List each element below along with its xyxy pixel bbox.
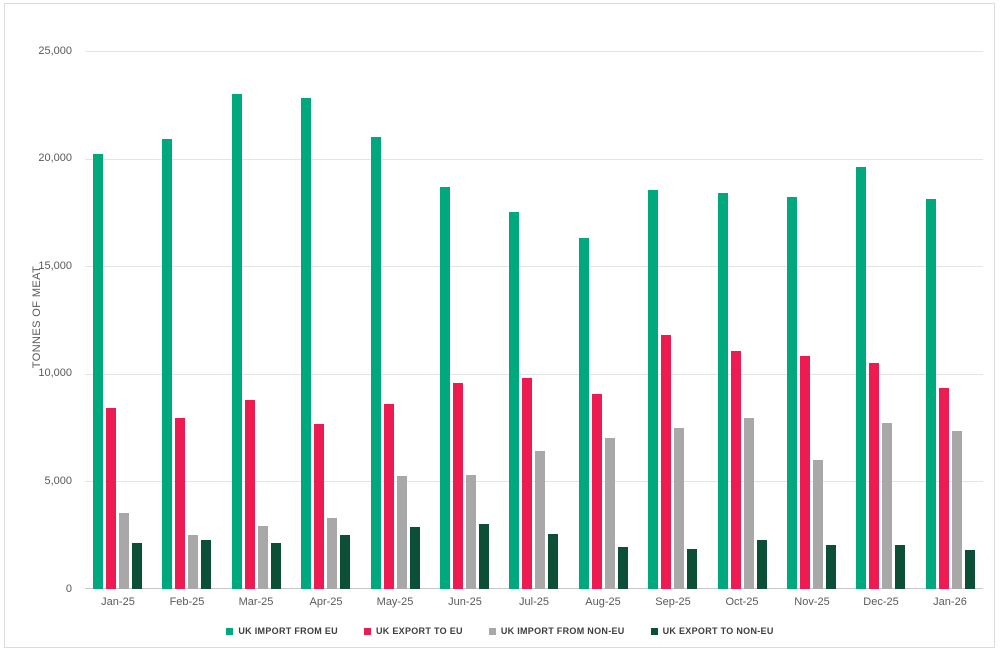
bar-import-eu xyxy=(371,137,381,589)
bar-import-eu xyxy=(301,98,311,589)
gridline xyxy=(85,374,983,375)
bar-export-non-eu xyxy=(132,543,142,589)
bar-import-eu xyxy=(93,154,103,589)
gridline xyxy=(85,266,983,267)
bar-export-eu xyxy=(106,408,116,589)
x-tick-label: Sep-25 xyxy=(655,596,691,608)
legend-label: UK EXPORT TO NON-EU xyxy=(662,626,774,636)
bar-export-non-eu xyxy=(340,535,350,589)
bar-export-non-eu xyxy=(687,549,697,589)
bar-export-non-eu xyxy=(895,545,905,589)
bar-import-non-eu xyxy=(258,526,268,589)
y-tick-label: 20,000 xyxy=(38,152,72,164)
legend-item-export-non-eu: UK EXPORT TO NON-EU xyxy=(650,626,774,636)
bar-export-eu xyxy=(939,388,949,589)
bar-import-non-eu xyxy=(188,535,198,589)
bar-import-non-eu xyxy=(882,423,892,589)
x-tick-label: Dec-25 xyxy=(863,596,899,608)
bar-export-eu xyxy=(869,363,879,589)
legend: UK IMPORT FROM EU UK EXPORT TO EU UK IMPOR… xyxy=(0,626,1000,636)
legend-label: UK IMPORT FROM EU xyxy=(238,626,338,636)
bar-export-non-eu xyxy=(826,545,836,589)
bar-import-non-eu xyxy=(744,418,754,589)
bar-export-non-eu xyxy=(618,547,628,589)
gridline xyxy=(85,159,983,160)
bar-import-eu xyxy=(440,187,450,589)
bar-import-non-eu xyxy=(397,476,407,589)
legend-swatch-icon xyxy=(363,627,371,635)
bar-export-eu xyxy=(731,351,741,589)
bar-import-eu xyxy=(787,197,797,589)
legend-label: UK IMPORT FROM NON-EU xyxy=(500,626,625,636)
legend-swatch-icon xyxy=(488,627,496,635)
x-axis-line xyxy=(85,588,983,589)
legend-swatch-icon xyxy=(226,627,234,635)
bar-export-non-eu xyxy=(479,524,489,589)
legend-swatch-icon xyxy=(650,627,658,635)
legend-item-import-non-eu: UK IMPORT FROM NON-EU xyxy=(488,626,625,636)
legend-label: UK EXPORT TO EU xyxy=(375,626,463,636)
legend-item-export-eu: UK EXPORT TO EU xyxy=(363,626,463,636)
x-tick-label: Nov-25 xyxy=(794,596,830,608)
bar-import-non-eu xyxy=(119,513,129,589)
bar-import-eu xyxy=(232,94,242,589)
bar-export-non-eu xyxy=(757,540,767,589)
y-axis-title: TONNES OF MEAT xyxy=(31,265,43,369)
plot-area xyxy=(85,51,983,589)
legend-item-import-eu: UK IMPORT FROM EU xyxy=(226,626,338,636)
x-tick-label: Apr-25 xyxy=(309,596,343,608)
bar-export-non-eu xyxy=(201,540,211,589)
x-tick-label: Jan-25 xyxy=(101,596,135,608)
bar-export-eu xyxy=(245,400,255,589)
bar-export-eu xyxy=(522,378,532,589)
x-tick-label: Feb-25 xyxy=(169,596,205,608)
bar-import-non-eu xyxy=(327,518,337,589)
bar-export-eu xyxy=(314,424,324,589)
x-tick-label: Aug-25 xyxy=(585,596,621,608)
bar-import-eu xyxy=(579,238,589,589)
bar-import-eu xyxy=(718,193,728,589)
y-tick-label: 5,000 xyxy=(44,475,72,487)
x-tick-label: Jun-25 xyxy=(448,596,482,608)
bar-import-eu xyxy=(648,190,658,589)
x-tick-label: May-25 xyxy=(376,596,414,608)
bar-import-non-eu xyxy=(535,451,545,589)
bar-import-eu xyxy=(509,212,519,589)
y-tick-label: 25,000 xyxy=(38,45,72,57)
bar-export-non-eu xyxy=(965,550,975,589)
bar-import-non-eu xyxy=(952,431,962,589)
bar-export-non-eu xyxy=(410,527,420,589)
x-tick-label: Jul-25 xyxy=(519,596,549,608)
bar-import-eu xyxy=(926,199,936,589)
x-tick-label: Mar-25 xyxy=(238,596,274,608)
bar-export-eu xyxy=(175,418,185,589)
gridline xyxy=(85,51,983,52)
bar-export-eu xyxy=(592,394,602,589)
bar-import-non-eu xyxy=(674,428,684,589)
bar-export-eu xyxy=(384,404,394,589)
x-tick-label: Jan-26 xyxy=(933,596,967,608)
bar-export-eu xyxy=(661,335,671,589)
bar-export-non-eu xyxy=(548,534,558,589)
y-tick-label: 15,000 xyxy=(38,260,72,272)
y-tick-label: 0 xyxy=(65,583,72,595)
bar-import-non-eu xyxy=(466,475,476,589)
x-tick-label: Oct-25 xyxy=(725,596,759,608)
bar-export-eu xyxy=(800,356,810,589)
bar-export-non-eu xyxy=(271,543,281,589)
y-tick-label: 10,000 xyxy=(38,367,72,379)
bar-import-non-eu xyxy=(605,438,615,589)
bar-import-non-eu xyxy=(813,460,823,589)
bar-export-eu xyxy=(453,383,463,589)
bar-import-eu xyxy=(856,167,866,589)
gridline xyxy=(85,481,983,482)
bar-import-eu xyxy=(162,139,172,589)
